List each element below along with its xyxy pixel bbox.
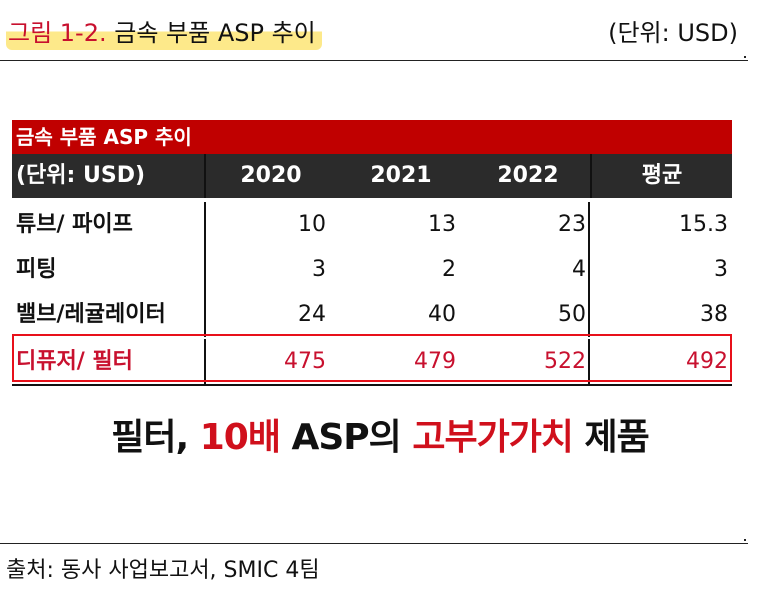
table-row: 튜브/ 파이프 10 13 23 15.3 (12, 202, 732, 247)
table-header-row: (단위: USD) 2020 2021 2022 평균 (12, 154, 732, 198)
table-row: 밸브/레귤레이터 24 40 50 38 (12, 292, 732, 337)
header-year-2020: 2020 (240, 163, 302, 188)
figure-title: 그림 1-2. 금속 부품 ASP 추이 (6, 16, 322, 50)
header-year-2021: 2021 (370, 163, 432, 188)
cell-2022: 4 (466, 247, 590, 292)
bottom-divider (0, 543, 748, 544)
row-label: 튜브/ 파이프 (12, 202, 206, 247)
asp-table: 금속 부품 ASP 추이 (단위: USD) 2020 2021 2022 평균… (12, 120, 732, 386)
row-label: 밸브/레귤레이터 (12, 292, 206, 337)
table-row: 피팅 3 2 4 3 (12, 247, 732, 292)
bottom-divider-tick (744, 539, 746, 541)
table-bottom-border (12, 384, 732, 386)
cell-2021: 40 (428, 302, 456, 327)
header-unit-label: (단위: USD) (12, 154, 206, 198)
row-label: 피팅 (12, 247, 206, 292)
cell-2021: 13 (428, 212, 456, 237)
row-label: 디퓨저/ 필터 (12, 339, 206, 384)
figure-number: 그림 1-2. (8, 19, 107, 47)
header-year-2022: 2022 (466, 154, 592, 198)
headline-part3: ASP의 (279, 417, 413, 458)
top-divider (0, 60, 748, 61)
cell-2022: 50 (466, 292, 590, 337)
cell-average: 3 (714, 257, 728, 282)
top-divider-tick (744, 56, 746, 58)
cell-2021: 2 (442, 257, 456, 282)
cell-average: 15.3 (679, 212, 728, 237)
headline-emphasis-high-value: 고부가가치 (412, 417, 574, 458)
cell-2022: 522 (466, 339, 590, 384)
headline-part5: 제품 (572, 417, 649, 458)
figure-unit: (단위: USD) (608, 19, 738, 47)
table-row-highlighted: 디퓨저/ 필터 475 479 522 492 (12, 339, 732, 384)
cell-2020: 10 (298, 212, 326, 237)
cell-2021: 479 (414, 349, 456, 374)
headline: 필터, 10배 ASP의 고부가가치 제품 (0, 408, 760, 460)
headline-emphasis-10x: 10배 (199, 417, 281, 458)
cell-average: 492 (686, 349, 728, 374)
cell-2020: 475 (284, 349, 326, 374)
figure-title-text: 금속 부품 ASP 추이 (114, 19, 316, 47)
source-note: 출처: 동사 사업보고서, SMIC 4팀 (6, 558, 320, 583)
cell-average: 38 (700, 302, 728, 327)
cell-2020: 24 (298, 302, 326, 327)
header-average: 평균 (641, 163, 683, 188)
headline-part1: 필터, (111, 417, 200, 458)
cell-2020: 3 (312, 257, 326, 282)
table-title: 금속 부품 ASP 추이 (12, 120, 732, 154)
cell-2022: 23 (466, 202, 590, 247)
